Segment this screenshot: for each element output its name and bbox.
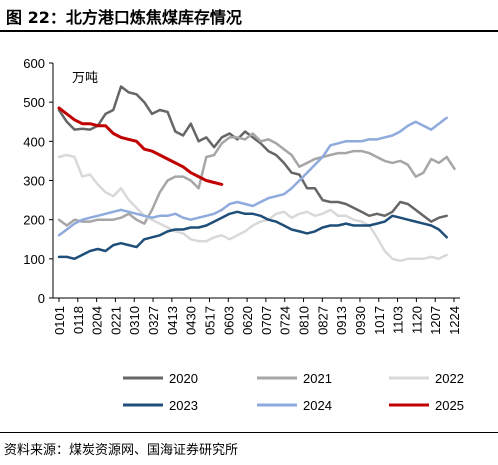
x-axis: 0101 0118 0204 0221 0310 0327 0413 0430 0517 0603… <box>52 297 462 335</box>
title-rule <box>0 30 498 32</box>
legend-label-2021: 2021 <box>303 371 332 386</box>
series-layer <box>57 85 456 263</box>
line-chart: 0 100 200 300 400 500 600 0101 0118 0204 0221 0310… <box>23 56 464 413</box>
x-tick-label: 0930 <box>353 306 368 335</box>
y-tick-label: 400 <box>23 134 45 149</box>
x-tick-label: 0724 <box>278 306 293 335</box>
x-tick-label: 1224 <box>447 306 462 335</box>
y-tick-label: 500 <box>23 95 45 110</box>
x-tick-label: 0327 <box>146 306 161 335</box>
x-tick-label: 1103 <box>391 306 406 334</box>
y-axis: 0 100 200 300 400 500 600 <box>23 56 54 306</box>
legend-label-2025: 2025 <box>435 398 464 413</box>
series-line-2024 <box>57 116 448 237</box>
y-tick-label: 100 <box>23 252 45 267</box>
x-tick-label: 0517 <box>202 306 217 335</box>
x-tick-label: 0620 <box>240 306 255 335</box>
y-tick-label: 600 <box>23 56 45 71</box>
x-tick-label: 1120 <box>409 306 424 334</box>
legend: 2020 2021 2022 2023 2024 2025 <box>123 371 464 413</box>
x-tick-label: 0101 <box>52 306 67 335</box>
x-tick-label: 0810 <box>297 306 312 335</box>
legend-label-2024: 2024 <box>303 398 332 413</box>
source-note: 资料来源：煤炭资源网、国海证券研究所 <box>4 443 239 458</box>
footer-rule <box>0 432 498 433</box>
x-tick-label: 0827 <box>315 306 330 335</box>
y-tick-label: 200 <box>23 213 45 228</box>
x-tick-label: 0221 <box>108 306 123 335</box>
figure-title: 图 22：北方港口炼焦煤库存情况 <box>6 8 242 27</box>
legend-label-2023: 2023 <box>169 398 198 413</box>
series-line-2021 <box>57 132 456 227</box>
unit-label: 万吨 <box>72 71 98 86</box>
series-line-2023 <box>57 210 448 261</box>
x-tick-label: 0204 <box>90 306 105 335</box>
series-line-2022 <box>57 153 448 263</box>
x-tick-label: 0310 <box>127 306 142 335</box>
y-tick-label: 0 <box>38 291 45 306</box>
x-tick-label: 0118 <box>71 306 86 334</box>
series-line-2020 <box>57 85 448 223</box>
x-tick-label: 0707 <box>259 306 274 335</box>
x-tick-label: 0430 <box>184 306 199 335</box>
x-tick-label: 1017 <box>372 306 387 335</box>
x-tick-label: 0603 <box>221 306 236 335</box>
legend-label-2020: 2020 <box>169 371 198 386</box>
x-tick-label: 0413 <box>165 306 180 335</box>
x-tick-label: 1207 <box>428 306 443 335</box>
y-tick-label: 300 <box>23 174 45 189</box>
series-line-2025 <box>57 106 224 186</box>
legend-label-2022: 2022 <box>435 371 464 386</box>
x-tick-label: 0913 <box>334 306 349 335</box>
